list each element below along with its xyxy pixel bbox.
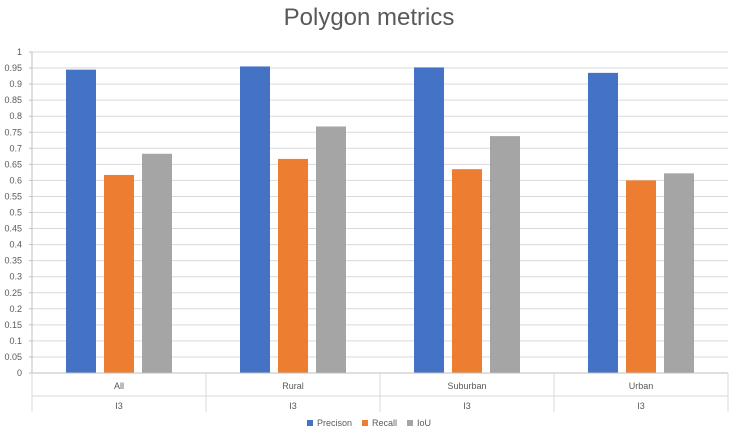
x-category-label: All [114,381,124,391]
y-tick-label: 0.35 [4,256,22,266]
y-tick-label: 0.5 [9,208,22,218]
y-tick-label: 0.15 [4,320,22,330]
x-subcategory-label: I3 [289,401,297,411]
x-subcategory-label: I3 [115,401,123,411]
y-tick-label: 0.85 [4,95,22,105]
legend-label-iou: IoU [417,418,432,428]
y-tick-label: 0.05 [4,352,22,362]
legend-label-precision: Precison [316,418,352,428]
y-tick-label: 0 [17,368,22,378]
y-tick-label: 0.65 [4,159,22,169]
legend-item-precision: Precison [306,418,352,428]
bar-iou-all [142,153,172,373]
bar-precison-urban [588,72,618,374]
y-tick-label: 0.25 [4,288,22,298]
y-tick-label: 0.2 [9,304,22,314]
y-tick-label: 0.45 [4,224,22,234]
x-category-label: Rural [282,381,304,391]
y-tick-label: 0.75 [4,127,22,137]
x-category-label: Urban [629,381,654,391]
bar-iou-suburban [490,136,520,373]
legend-swatch-precision [306,420,313,426]
x-subcategory-label: I3 [637,401,645,411]
y-tick-label: 0.3 [9,272,22,282]
y-tick-label: 0.4 [9,240,22,250]
bar-recall-all [104,174,134,373]
y-tick-label: 0.55 [4,191,22,201]
x-category-label: Suburban [447,381,486,391]
y-tick-label: 0.6 [9,175,22,185]
bar-precison-suburban [414,67,444,374]
bar-precison-rural [240,66,270,373]
legend-label-recall: Recall [371,418,397,428]
y-tick-label: 1 [17,47,22,57]
bar-iou-rural [316,126,346,373]
x-subcategory-label: I3 [463,401,471,411]
legend-item-iou: IoU [407,418,431,428]
legend-swatch-recall [361,420,368,426]
legend: Precison Recall IoU [0,418,738,428]
y-tick-label: 0.1 [9,336,22,346]
y-tick-label: 0.95 [4,63,22,73]
y-tick-label: 0.8 [9,111,22,121]
bar-iou-urban [664,173,694,373]
legend-item-recall: Recall [361,418,397,428]
bar-recall-urban [626,180,656,373]
bar-recall-rural [278,158,308,373]
y-tick-label: 0.9 [9,79,22,89]
legend-swatch-iou [407,420,413,426]
y-tick-label: 0.7 [9,143,22,153]
bar-precison-all [66,69,96,373]
bar-recall-suburban [452,169,482,373]
chart-title: Polygon metrics [283,4,455,31]
